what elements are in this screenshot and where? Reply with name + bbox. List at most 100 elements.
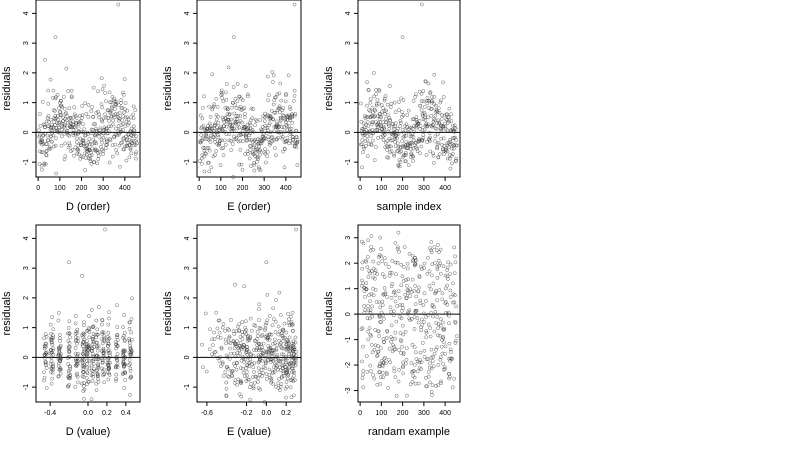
data-point [48, 348, 53, 352]
data-point [130, 296, 134, 301]
data-point [383, 94, 388, 98]
data-point [75, 341, 79, 346]
data-point [258, 148, 262, 153]
data-point [265, 292, 270, 297]
data-point [74, 329, 79, 334]
data-point [103, 227, 107, 232]
data-point [275, 343, 279, 348]
data-point [256, 165, 261, 170]
data-point [360, 376, 365, 380]
data-point [287, 317, 291, 322]
data-point [452, 123, 457, 128]
data-point [292, 373, 296, 378]
data-point [222, 129, 227, 134]
data-point [100, 119, 105, 124]
data-point [376, 350, 380, 354]
data-point [427, 284, 432, 288]
data-point [276, 359, 281, 363]
data-point [436, 140, 441, 145]
data-point [284, 91, 288, 96]
data-point [443, 352, 448, 356]
data-point [212, 337, 217, 341]
data-point [90, 325, 95, 329]
data-point [226, 326, 230, 331]
data-point [81, 140, 86, 145]
data-point [77, 129, 82, 134]
data-point [213, 137, 217, 142]
data-point [442, 327, 446, 332]
data-point [233, 378, 238, 383]
data-point [232, 111, 237, 116]
data-point [284, 380, 289, 384]
data-point [102, 372, 107, 376]
data-point [373, 268, 378, 273]
data-point [96, 305, 101, 309]
data-point [256, 137, 261, 142]
data-point [57, 125, 62, 130]
data-point [448, 137, 452, 142]
data-point [436, 326, 440, 331]
y-axis-title: residuals [1, 66, 13, 111]
data-point [42, 123, 47, 128]
data-point [108, 100, 112, 105]
data-point [41, 133, 46, 138]
data-point [257, 148, 262, 152]
data-point [40, 150, 45, 155]
data-point [450, 136, 455, 140]
data-point [420, 341, 425, 345]
data-point [249, 328, 254, 333]
data-point [382, 340, 386, 345]
data-point [126, 117, 131, 122]
data-point [115, 333, 120, 337]
data-point [230, 105, 234, 110]
data-point [248, 131, 253, 136]
data-point [266, 135, 271, 139]
data-point [443, 124, 448, 129]
data-point [37, 134, 42, 139]
data-point [50, 336, 54, 341]
data-point [434, 103, 438, 108]
y-tick-label: 0 [345, 312, 352, 316]
data-point [366, 115, 371, 119]
data-point [51, 333, 55, 337]
data-point [91, 369, 95, 373]
data-point [430, 262, 435, 267]
data-point [230, 368, 234, 373]
y-tick-label: 4 [184, 11, 191, 15]
data-point [51, 327, 56, 332]
data-point [263, 326, 268, 331]
data-point [280, 108, 285, 113]
data-point [445, 156, 450, 161]
data-point [399, 283, 404, 288]
data-point [282, 321, 287, 326]
data-point [382, 275, 387, 279]
data-point [389, 149, 394, 153]
data-point [55, 114, 60, 118]
data-point [273, 153, 278, 158]
data-point [106, 322, 111, 327]
data-point [419, 99, 424, 103]
data-point [428, 139, 432, 144]
data-point [285, 124, 289, 128]
data-point [270, 70, 275, 74]
data-point [390, 281, 395, 286]
data-point [368, 311, 373, 315]
data-point [238, 104, 243, 109]
data-point [451, 152, 455, 156]
data-point [290, 348, 295, 352]
data-point [410, 379, 415, 384]
data-point [242, 359, 247, 364]
data-point [375, 122, 380, 127]
data-point [132, 139, 137, 143]
data-point [282, 129, 287, 134]
data-point [44, 366, 49, 370]
data-point [80, 333, 84, 338]
data-point [49, 340, 54, 345]
data-point [264, 260, 269, 265]
data-point [453, 159, 458, 163]
data-point [208, 140, 213, 144]
data-point [240, 167, 245, 172]
data-point [51, 362, 55, 367]
data-point [61, 115, 65, 120]
data-point [411, 258, 416, 263]
